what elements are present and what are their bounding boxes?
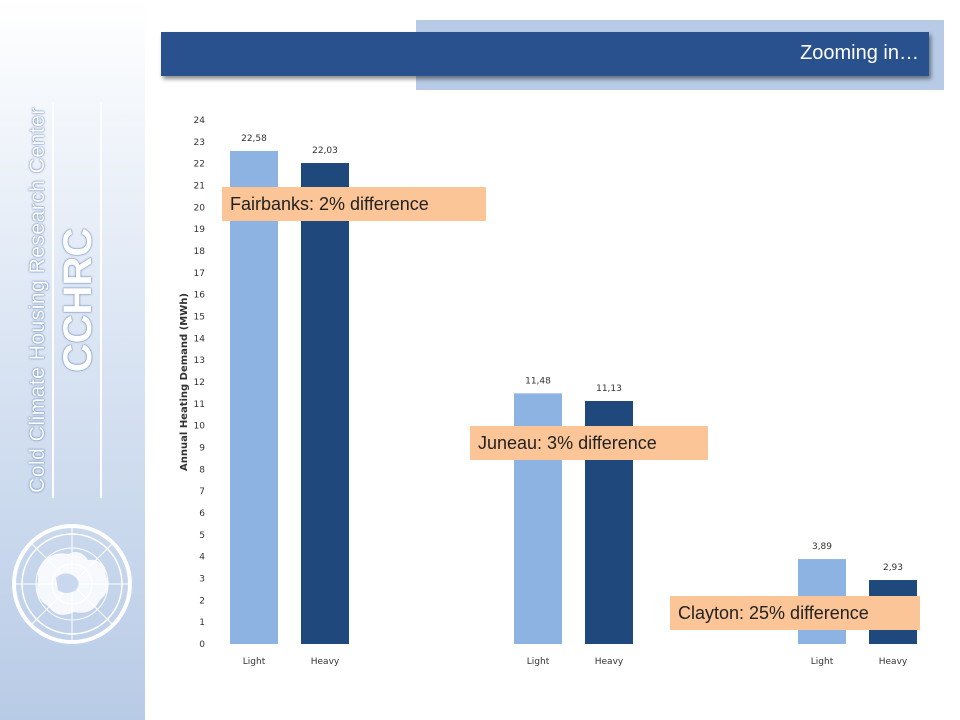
data-label: 22,58 (241, 134, 267, 144)
y-tick-label: 1 (199, 618, 205, 628)
x-tick-label: Light (811, 657, 834, 667)
fairbanks-callout: Fairbanks: 2% difference (222, 187, 486, 221)
data-labels: 22,58 22,03 11,48 11,13 3,89 2,93 (241, 134, 903, 573)
y-axis-label: Annual Heating Demand (MWh) (179, 293, 190, 471)
y-tick-label: 8 (199, 465, 205, 475)
y-tick-label: 19 (194, 225, 206, 235)
bar-fairbanks-heavy (301, 163, 349, 645)
y-tick-label: 9 (199, 444, 205, 454)
y-tick-label: 11 (194, 400, 205, 410)
globe-logo-icon (12, 524, 132, 644)
x-tick-label: Heavy (595, 657, 624, 667)
y-tick-label: 20 (194, 203, 206, 213)
y-tick-label: 10 (194, 422, 206, 432)
y-tick-label: 13 (194, 356, 205, 366)
y-tick-label: 18 (194, 247, 206, 257)
y-tick-label: 0 (199, 640, 205, 650)
y-tick-label: 14 (194, 334, 206, 344)
y-tick-label: 23 (194, 138, 205, 148)
x-tick-label: Light (243, 657, 266, 667)
y-tick-label: 24 (194, 116, 206, 126)
data-label: 11,48 (525, 376, 551, 386)
y-tick-label: 12 (194, 378, 205, 388)
title-bar: Zooming in… (161, 32, 929, 76)
bars (230, 151, 917, 645)
y-tick-label: 15 (194, 313, 205, 323)
y-tick-label: 17 (194, 269, 205, 279)
x-tick-label: Heavy (311, 657, 340, 667)
y-tick-label: 16 (194, 291, 206, 301)
y-tick-label: 4 (199, 553, 205, 563)
bar-fairbanks-light (230, 151, 278, 644)
juneau-callout: Juneau: 3% difference (470, 426, 708, 460)
y-tick-label: 5 (199, 531, 205, 541)
y-tick-label: 3 (199, 575, 205, 585)
data-label: 2,93 (883, 563, 903, 573)
slide-title: Zooming in… (800, 42, 919, 64)
data-label: 22,03 (312, 146, 338, 156)
data-label: 11,13 (596, 384, 622, 394)
sidebar: Cold Climate Housing Research Center CCH… (0, 0, 145, 720)
x-tick-label: Light (527, 657, 550, 667)
x-tick-label: Heavy (879, 657, 908, 667)
y-tick-label: 22 (194, 160, 205, 170)
y-tick-label: 2 (199, 596, 205, 606)
x-axis-ticks: Light Heavy Light Heavy Light Heavy (243, 657, 908, 667)
y-tick-label: 21 (194, 182, 205, 192)
data-label: 3,89 (812, 542, 832, 552)
y-tick-label: 7 (199, 487, 205, 497)
y-tick-label: 6 (199, 509, 205, 519)
clayton-callout: Clayton: 25% difference (670, 596, 920, 630)
